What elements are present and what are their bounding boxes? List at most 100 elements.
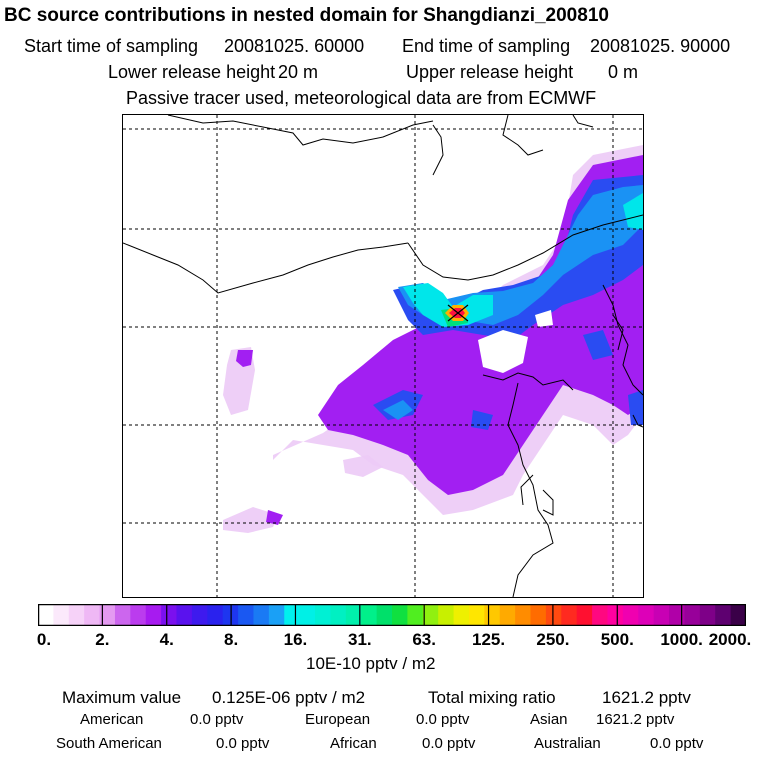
colorbar-swatch	[53, 604, 70, 626]
map-canvas	[123, 115, 643, 597]
colorbar-tick-label: 1000.	[660, 630, 703, 649]
colorbar-swatch	[191, 604, 208, 626]
plume-patch	[223, 507, 278, 533]
coastline	[123, 242, 409, 294]
coastline	[407, 214, 643, 281]
plume-patch	[478, 330, 528, 373]
map-panel	[122, 114, 644, 598]
colorbar-tick-label: 125.	[471, 630, 506, 649]
colorbar-tick-label: 8.	[223, 630, 239, 649]
colorbar-swatch	[653, 604, 670, 626]
max-value-label: Maximum value	[62, 688, 182, 707]
colorbar-swatch	[438, 604, 455, 626]
colorbar-swatch	[345, 604, 362, 626]
plume-patch	[535, 310, 553, 327]
region-name: Australian	[534, 735, 601, 752]
plume-patch	[628, 390, 643, 425]
page-title: BC source contributions in nested domain…	[4, 5, 609, 26]
colorbar-tick-label: 4.	[159, 630, 174, 649]
coastline	[507, 382, 554, 597]
colorbar-swatch	[622, 604, 639, 626]
region-name: Asian	[530, 711, 568, 728]
colorbar-swatch	[84, 604, 101, 626]
colorbar-tick-label: 500.	[600, 630, 634, 649]
colorbar-swatch	[376, 604, 393, 626]
colorbar-swatch	[176, 604, 193, 626]
plume-patch	[583, 330, 613, 360]
colorbar-swatch	[315, 604, 331, 626]
colorbar-swatch	[407, 604, 424, 626]
region-value: 0.0 pptv	[416, 711, 470, 728]
colorbar-swatch	[669, 604, 685, 626]
upper-release-label: Upper release height	[406, 62, 574, 82]
max-value: 0.125E-06 pptv / m2	[212, 688, 366, 707]
colorbar-border	[38, 604, 746, 626]
colorbar-swatch	[361, 604, 378, 626]
colorbar-swatch	[253, 604, 270, 626]
colorbar-swatch	[484, 604, 501, 626]
plume-patch	[236, 350, 253, 367]
colorbar-swatch	[130, 604, 147, 626]
start-time-label: Start time of sampling	[24, 36, 199, 56]
start-time-value: 20081025. 60000	[224, 36, 365, 56]
colorbar-swatch	[68, 604, 85, 626]
coastline	[167, 115, 434, 146]
coastline	[542, 489, 554, 516]
plume-patch	[383, 400, 413, 420]
coastline	[520, 474, 534, 506]
end-time-value: 20081025. 90000	[590, 36, 731, 56]
end-time-label: End time of sampling	[402, 36, 571, 56]
colorbar-swatch	[715, 604, 732, 626]
colorbar-swatch	[422, 604, 439, 626]
colorbar-tick-label: 250.	[536, 630, 570, 649]
coastline	[502, 115, 544, 156]
colorbar-swatch	[145, 604, 162, 626]
colorbar-unit: 10E-10 pptv / m2	[306, 654, 436, 673]
receptor-marker	[445, 304, 469, 322]
plume-patch	[266, 510, 283, 525]
coastlines	[123, 115, 643, 597]
region-name: African	[330, 735, 377, 752]
plume-patch	[398, 185, 643, 325]
tracer-note: Passive tracer used, meteorological data…	[126, 88, 597, 108]
coastline	[432, 124, 444, 176]
colorbar-tick-label: 2000.	[708, 630, 752, 649]
region-value: 0.0 pptv	[650, 735, 704, 752]
colorbar-swatch	[638, 604, 655, 626]
colorbar-swatch	[238, 604, 254, 626]
colorbar-swatch	[468, 604, 485, 626]
colorbar-swatch	[730, 604, 746, 626]
colorbar-swatch	[545, 604, 562, 626]
colorbar-swatch	[330, 604, 347, 626]
colorbar-swatch	[284, 604, 301, 626]
total-mixing-value: 1621.2 pptv	[602, 688, 691, 707]
colorbar-tick-label: 16.	[283, 630, 308, 649]
region-value: 1621.2 pptv	[596, 711, 675, 728]
region-value: 0.0 pptv	[422, 735, 476, 752]
region-value: 0.0 pptv	[190, 711, 244, 728]
colorbar-swatch	[499, 604, 516, 626]
plume-patch	[471, 410, 493, 430]
colorbar-swatch	[453, 604, 470, 626]
plume-patch	[343, 455, 383, 477]
colorbar-swatch	[268, 604, 285, 626]
colorbar-swatch	[684, 604, 701, 626]
colorbar-swatch	[114, 604, 131, 626]
plume-patch	[623, 193, 643, 230]
colorbar-swatch	[515, 604, 532, 626]
colorbar-swatch	[38, 604, 54, 626]
lat-lon-grid	[123, 115, 643, 597]
coastline	[632, 414, 643, 428]
colorbar-tick-label: 63.	[412, 630, 436, 649]
colorbar-swatch	[699, 604, 716, 626]
colorbar-swatch	[607, 604, 624, 626]
colorbar-swatch	[161, 604, 178, 626]
colorbar-swatch	[530, 604, 547, 626]
region-name: South American	[56, 735, 162, 752]
colorbar-swatch	[207, 604, 224, 626]
colorbar-swatch	[299, 604, 316, 626]
upper-release-value: 0 m	[608, 62, 639, 82]
colorbar	[38, 604, 746, 626]
colorbar-tick-label: 0.	[36, 630, 52, 649]
lower-release-label: Lower release height	[108, 62, 276, 82]
